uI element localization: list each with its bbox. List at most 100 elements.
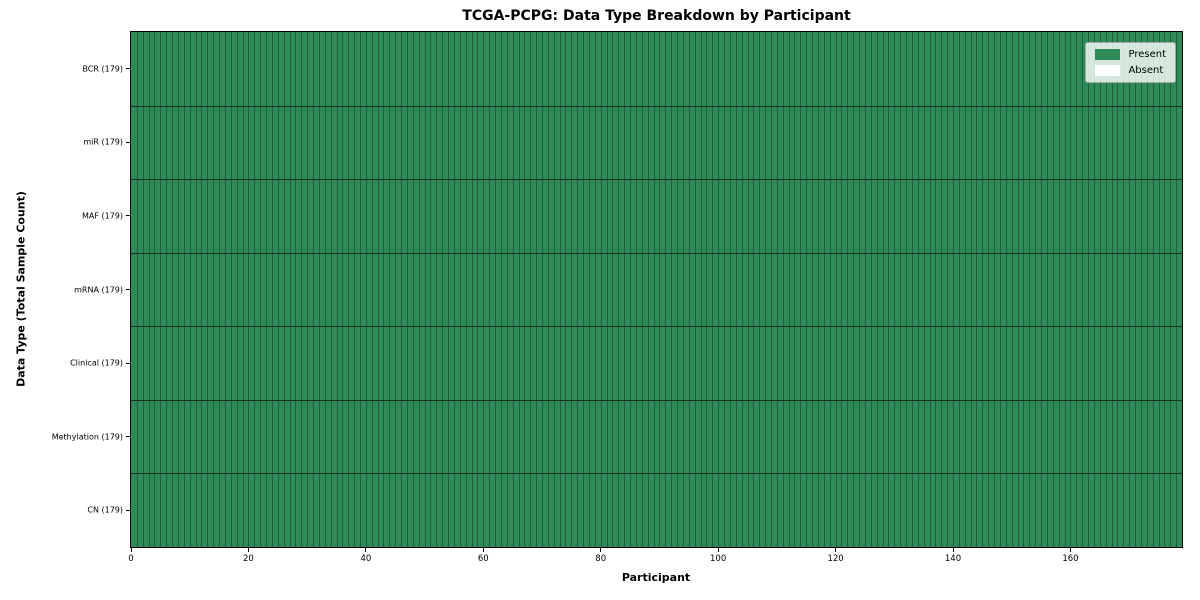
cell-divider [1029,32,1031,547]
y-tick-label-clinical: Clinical (179) [70,358,123,368]
cell-divider [254,32,256,547]
x-tick-label: 20 [243,554,254,564]
cell-divider [313,32,315,547]
cell-divider [659,32,661,547]
y-tick-label-maf: MAF (179) [81,211,123,221]
cell-divider [1135,32,1137,547]
x-tick-label: 40 [360,554,372,564]
cell-divider [395,32,397,547]
y-tick-mark [126,141,130,143]
cell-divider [729,32,731,547]
cell-divider [307,32,309,547]
cell-divider [1011,32,1013,547]
cell-divider [782,32,784,547]
x-tick-mark [247,548,249,552]
cell-divider [495,32,497,547]
cell-divider [348,32,350,547]
cell-divider [853,32,855,547]
cell-divider [248,32,250,547]
cell-divider [982,32,984,547]
cell-divider [829,32,831,547]
cell-divider [207,32,209,547]
cell-divider [1099,32,1101,547]
cell-divider [700,32,702,547]
cell-divider [536,32,538,547]
cell-divider [653,32,655,547]
cell-divider [277,32,279,547]
cell-divider [976,32,978,547]
legend-swatch-present [1095,49,1121,60]
cell-divider [870,32,872,547]
cell-divider [941,32,943,547]
cell-divider [583,32,585,547]
cell-divider [682,32,684,547]
cell-divider [295,32,297,547]
legend-swatch-absent [1095,65,1121,76]
cell-divider [747,32,749,547]
cell-divider [947,32,949,547]
cell-divider [1064,32,1066,547]
cell-divider [266,32,268,547]
cell-divider [1129,32,1131,547]
cell-divider [665,32,667,547]
cell-divider [189,32,191,547]
cell-divider [448,32,450,547]
cell-divider [630,32,632,547]
x-tick-label: 160 [1062,554,1079,564]
row-divider [131,473,1182,475]
cell-divider [1158,32,1160,547]
cell-divider [741,32,743,547]
cell-divider [864,32,866,547]
x-tick-label: 140 [944,554,962,564]
cell-divider [882,32,884,547]
cell-divider [718,32,720,547]
cell-divider [553,32,555,547]
cell-divider [647,32,649,547]
cell-divider [547,32,549,547]
cell-divider [1111,32,1113,547]
cell-divider [835,32,837,547]
cell-divider [776,32,778,547]
cell-divider [935,32,937,547]
legend-entry-absent: Absent [1095,65,1166,76]
cell-divider [195,32,197,547]
row-divider [131,252,1182,254]
cell-divider [530,32,532,547]
cell-divider [160,32,162,547]
cell-divider [542,32,543,547]
cell-divider [765,32,767,547]
cell-divider [800,32,802,547]
legend-label-absent: Absent [1128,65,1164,76]
cell-divider [365,32,367,547]
cell-divider [917,32,919,547]
cell-divider [154,32,156,547]
cell-divider [559,32,561,547]
cell-divider [794,32,796,547]
cell-divider [970,32,972,547]
cell-divider [142,32,144,547]
cell-divider [289,32,291,547]
cell-divider [477,32,479,547]
cell-divider [624,32,626,547]
cell-divider [1152,32,1154,547]
cell-divider [224,32,226,547]
cell-divider [136,32,138,547]
cell-divider [330,32,332,547]
cell-divider [242,32,244,547]
cell-divider [753,32,755,547]
x-tick-mark [952,548,954,552]
cell-divider [759,32,761,547]
cell-divider [618,32,620,547]
cell-divider [459,32,461,547]
cell-divider [1076,32,1078,547]
cell-divider [606,32,608,547]
cell-divider [213,32,215,547]
cell-divider [183,32,185,547]
cell-divider [201,32,203,547]
cell-divider [929,32,931,547]
y-tick-label-methylation: Methylation (179) [51,432,123,442]
cell-divider [418,32,420,547]
cell-divider [219,32,221,547]
cell-divider [260,32,262,547]
